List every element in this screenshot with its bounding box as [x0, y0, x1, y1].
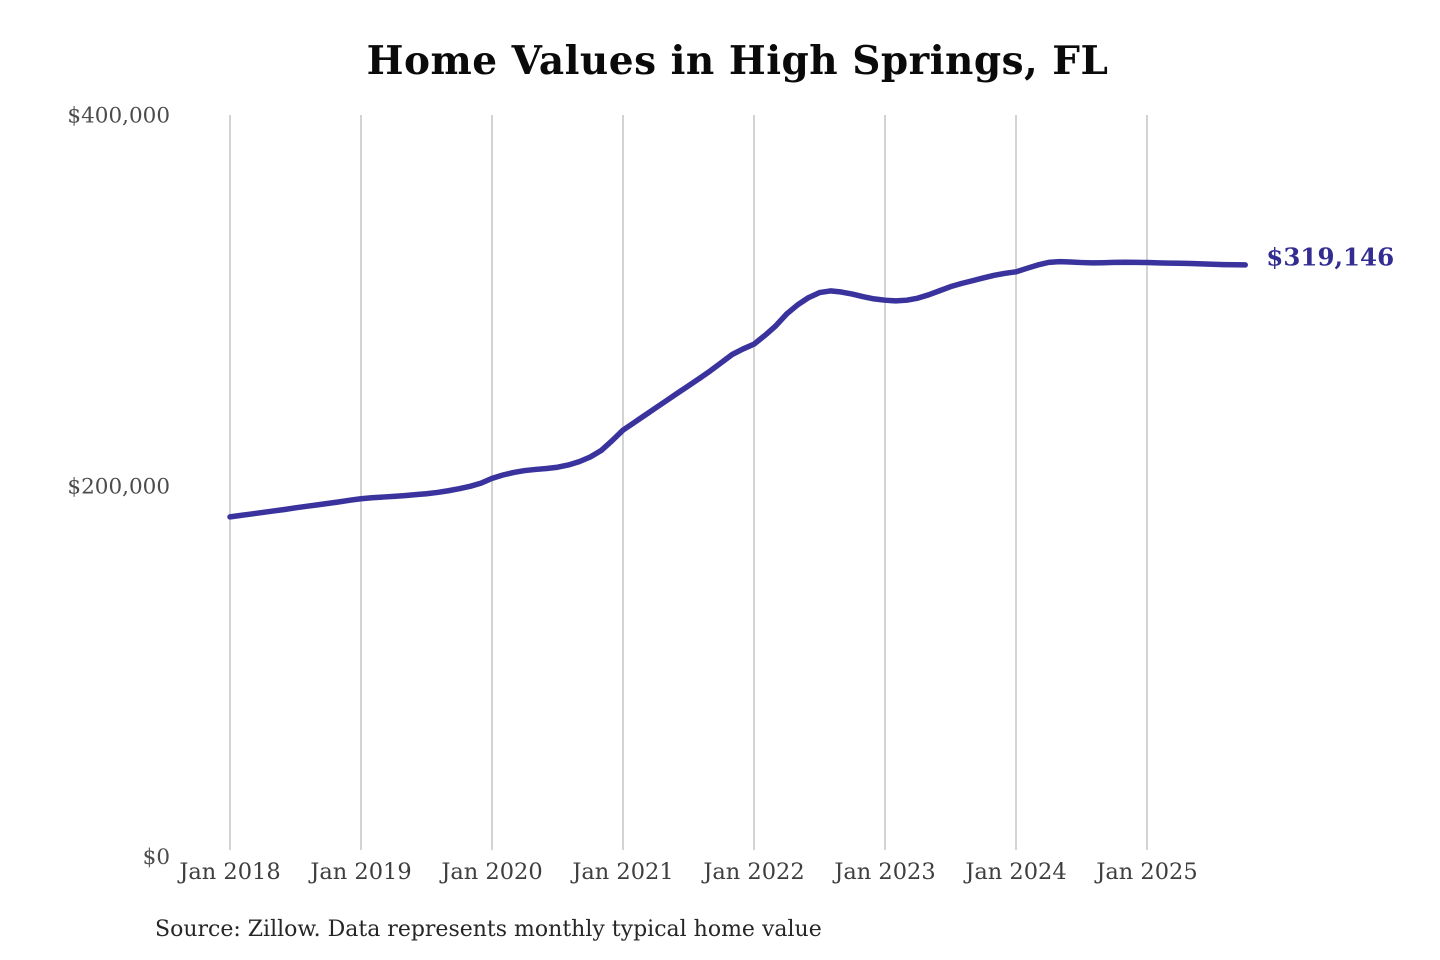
- y-axis-labels: $0 $200,000 $400,000: [67, 104, 170, 871]
- source-note: Source: Zillow. Data represents monthly …: [155, 917, 822, 942]
- y-tick-label: $0: [143, 845, 170, 870]
- x-axis-labels: Jan 2018 Jan 2019 Jan 2020 Jan 2021 Jan 2022…: [177, 859, 1197, 885]
- x-tick-label: Jan 2022: [701, 859, 804, 885]
- y-tick-label: $200,000: [67, 474, 170, 499]
- x-tick-label: Jan 2018: [177, 859, 280, 885]
- y-tick-label: $400,000: [67, 104, 170, 129]
- x-tick-label: Jan 2020: [439, 859, 542, 885]
- latest-value-label: $319,146: [1266, 242, 1394, 271]
- chart-title: Home Values in High Springs, FL: [366, 38, 1109, 84]
- x-tick-label: Jan 2025: [1094, 859, 1197, 885]
- x-tick-label: Jan 2021: [570, 859, 673, 885]
- gridlines: [229, 115, 1148, 850]
- home-value-line: [227, 258, 1248, 520]
- x-tick-label: Jan 2024: [963, 859, 1066, 885]
- x-tick-label: Jan 2023: [832, 859, 935, 885]
- x-tick-label: Jan 2019: [308, 859, 411, 885]
